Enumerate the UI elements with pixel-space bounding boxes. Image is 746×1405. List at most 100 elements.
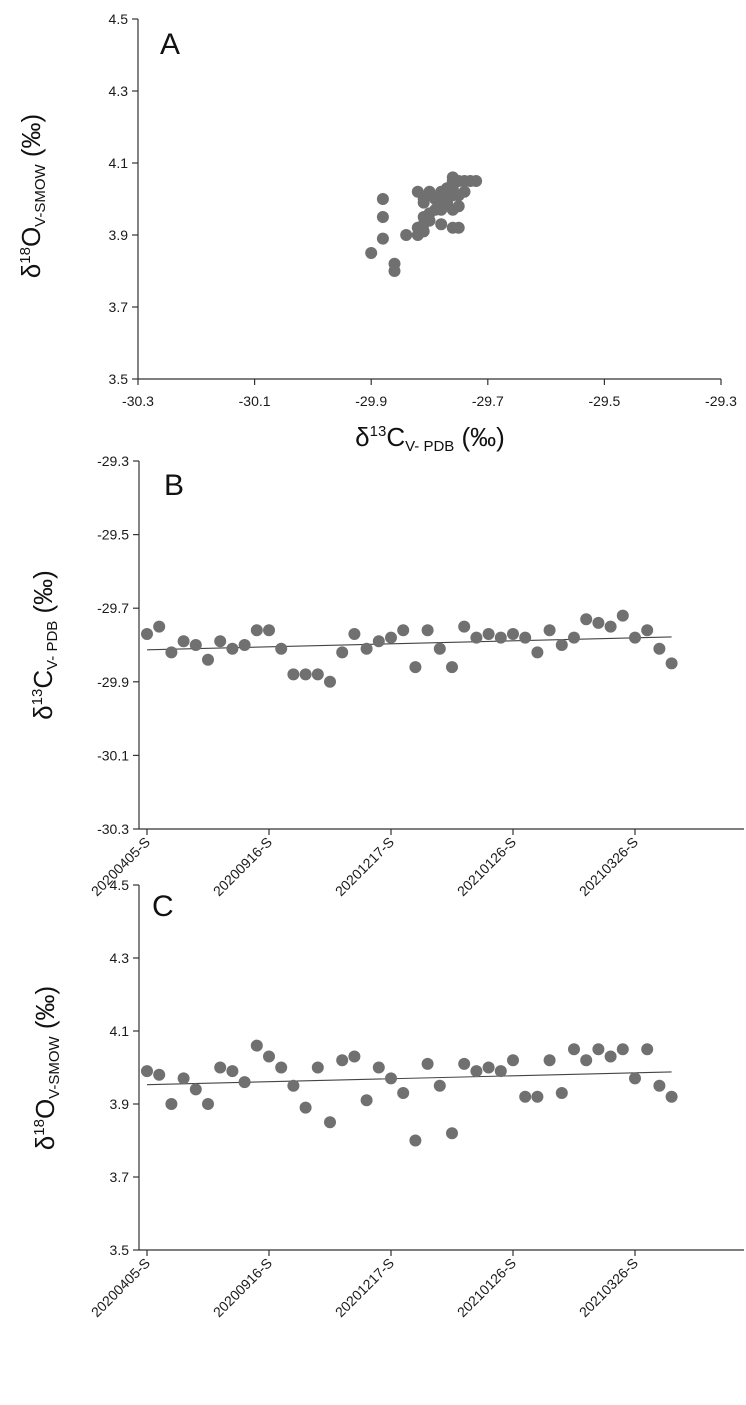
panel-b-y-axis-title-sup: 13	[29, 689, 46, 706]
panel-c-y-tick-label: 3.7	[110, 1169, 130, 1185]
panel-c-data-point	[568, 1043, 580, 1056]
panel-a-data-point	[388, 257, 401, 270]
panel-b-data-point	[226, 642, 239, 655]
panel-a-y-tick-label: 3.5	[109, 371, 129, 387]
panel-c-x-tick-label: 20200405-S	[88, 1255, 153, 1320]
panel-b-data-point	[433, 642, 446, 655]
panel-a-data-point	[423, 185, 436, 198]
panel-a-x-tick-label: -29.3	[705, 393, 737, 409]
panel-c-data-point	[555, 1087, 568, 1099]
panel-c-data-point	[263, 1050, 275, 1063]
panel-c-data-point	[409, 1134, 422, 1147]
panel-b-data-point	[568, 631, 580, 644]
panel-c-data-point	[592, 1043, 605, 1056]
panel-a-scatter-plot: A δ18OV-SMOW (‰) δ13CV- PDB (‰) 3.53.73.…	[16, 11, 737, 455]
panel-c-y-axis-title-delta: δ	[30, 1136, 60, 1150]
panel-c-data-point	[629, 1072, 641, 1085]
panel-c-data-point	[665, 1090, 678, 1103]
panel-c-data-point	[470, 1065, 483, 1078]
panel-c-data-point	[616, 1043, 629, 1056]
panel-c-y-tick-label: 3.9	[110, 1096, 130, 1112]
panel-c-data-point	[494, 1065, 507, 1078]
panel-a-data-point	[435, 218, 448, 231]
panel-b-y-axis-title-unit: (‰)	[28, 570, 58, 621]
panel-b-data-point	[238, 639, 251, 651]
panel-b-x-tick-label: 20210326-S	[576, 834, 641, 899]
panel-b-data-point	[177, 635, 190, 648]
panel-b-data-point	[482, 628, 495, 640]
panel-c-x-tick-label: 20201217-S	[332, 1255, 397, 1320]
panel-a-x-axis-title-delta: δ	[355, 422, 369, 452]
panel-c-y-axis-title-sup: 18	[31, 1119, 48, 1136]
panel-b-data-point	[629, 631, 641, 644]
panel-c-data-point	[543, 1054, 556, 1067]
panel-c-label: C	[152, 890, 174, 923]
panel-c-data-point	[604, 1050, 617, 1063]
panel-c-x-tick-label: 20210126-S	[454, 1255, 519, 1320]
panel-b-data-point	[372, 635, 385, 648]
panel-c-data-point	[324, 1116, 336, 1129]
panel-a-x-tick-label: -29.5	[588, 393, 620, 409]
panel-c-y-axis-title: δ18OV-SMOW (‰)	[30, 986, 63, 1150]
panel-b-data-point	[616, 609, 629, 622]
panel-a-data-point	[458, 175, 471, 187]
panel-b-data-point	[360, 642, 373, 655]
panel-c-data-point	[482, 1061, 495, 1074]
panel-c-data-point	[580, 1054, 593, 1067]
panel-b-data-point	[507, 628, 519, 640]
panel-c-x-tick-label: 20200916-S	[210, 1255, 275, 1320]
panel-c-data-point	[653, 1079, 666, 1092]
panel-c-data-point	[519, 1090, 532, 1103]
panel-a-data-point	[435, 185, 448, 198]
panel-a-data-point	[452, 221, 465, 234]
panel-c-data-point	[385, 1072, 397, 1085]
panel-c-x-tick-label: 20210326-S	[576, 1255, 641, 1320]
panel-a-y-tick-label: 3.9	[109, 227, 129, 243]
panel-b-data-point	[385, 631, 397, 644]
panel-b-data-point	[580, 613, 593, 626]
panel-c-data-point	[238, 1076, 251, 1089]
panel-a-x-axis-title-base: C	[386, 422, 405, 452]
panel-c-y-axis-title-unit: (‰)	[30, 986, 60, 1037]
panel-b-data-point	[311, 668, 324, 681]
panel-a-y-axis-title: δ18OV-SMOW (‰)	[16, 114, 49, 278]
panel-c-trend-line	[146, 1071, 672, 1086]
panel-b-time-series: B δ13CV- PDB (‰) -30.3 -30.1 -29.9 -29.7 -29…	[28, 453, 744, 899]
panel-b-x-tick-label: 20210126-S	[454, 834, 519, 899]
panel-b-data-point	[665, 657, 678, 670]
panel-c-data-point	[458, 1057, 471, 1070]
panel-a-data-point	[365, 247, 378, 259]
panel-b-data-point	[324, 675, 336, 688]
panel-b-data-point	[287, 668, 300, 681]
panel-b-data-point	[653, 642, 666, 655]
panel-b-y-tick-label: -29.3	[97, 453, 129, 469]
panel-b-y-axis-title-sub: V- PDB	[44, 621, 61, 670]
panel-b-y-axis-title-base: C	[28, 670, 58, 689]
panel-b-y-axis-title-delta: δ	[28, 705, 58, 719]
panel-a-data-point	[435, 203, 448, 216]
panel-b-data-point	[141, 628, 153, 640]
panel-b-data-point	[189, 639, 202, 651]
panel-a-x-axis-title-sub: V- PDB	[405, 438, 454, 455]
panel-b-data-point	[421, 624, 434, 637]
panel-a-y-axis-title-base: O	[16, 227, 46, 247]
panel-a-data-point	[446, 175, 459, 187]
panel-b-data-point	[299, 668, 312, 681]
panel-b-data-point	[250, 624, 263, 637]
panel-b-data-point	[202, 653, 214, 666]
panel-b-data-point	[494, 631, 507, 644]
panel-b-y-tick-label: -30.3	[97, 821, 129, 837]
panel-b-label: B	[164, 469, 184, 502]
panel-c-data-point	[531, 1090, 544, 1103]
panel-c-y-tick-label: 4.5	[110, 877, 130, 893]
panel-a-x-tick-label: -30.3	[122, 393, 154, 409]
panel-b-data-point	[263, 624, 275, 637]
panel-b-data-point	[397, 624, 410, 637]
panel-a-data-point	[417, 211, 430, 223]
panel-c-data-point	[641, 1043, 654, 1056]
panel-b-y-axis-title: δ13CV- PDB (‰)	[28, 570, 61, 720]
panel-c-data-point	[421, 1057, 434, 1070]
panel-a-y-tick-label: 4.5	[109, 11, 129, 27]
panel-c-data-point	[507, 1054, 519, 1067]
